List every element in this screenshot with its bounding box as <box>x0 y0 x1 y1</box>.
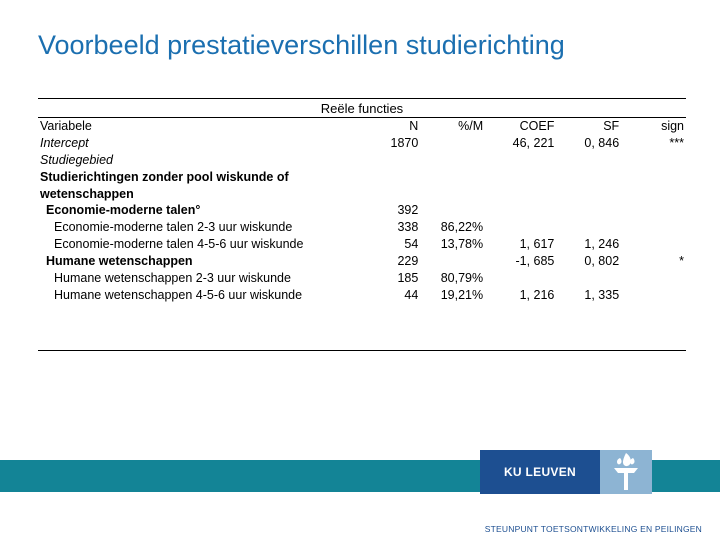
cell-m: 86,22% <box>420 219 485 236</box>
table-header-row: Variabele N %/M COEF SF sign <box>38 118 686 135</box>
torch-icon <box>600 450 652 494</box>
cell-n: 44 <box>356 287 421 304</box>
cell-m <box>420 253 485 270</box>
cell-var: Humane wetenschappen <box>38 253 356 270</box>
cell-var: Economie-moderne talen 2-3 uur wiskunde <box>38 219 356 236</box>
cell-coef <box>485 152 556 169</box>
cell-m: 80,79% <box>420 270 485 287</box>
table-row: Intercept1870 46, 2210, 846*** <box>38 135 686 152</box>
cell-n: 1870 <box>356 135 421 152</box>
ku-leuven-logo-text: KU LEUVEN <box>504 465 576 479</box>
table-row: Economie-moderne talen 2-3 uur wiskunde3… <box>38 219 686 236</box>
ku-leuven-logo: KU LEUVEN <box>480 450 600 494</box>
cell-n: 392 <box>356 202 421 219</box>
page-title: Voorbeeld prestatieverschillen studieric… <box>38 30 565 61</box>
cell-coef: 1, 617 <box>485 236 556 253</box>
table-row: Humane wetenschappen 2-3 uur wiskunde185… <box>38 270 686 287</box>
cell-coef <box>485 219 556 236</box>
cell-n: 229 <box>356 253 421 270</box>
table-row: Economie-moderne talen 4-5-6 uur wiskund… <box>38 236 686 253</box>
cell-sign <box>621 169 686 203</box>
table-subtitle: Reële functies <box>38 99 686 117</box>
col-header-variabele: Variabele <box>38 118 356 135</box>
col-header-m: %/M <box>420 118 485 135</box>
cell-n <box>356 169 421 203</box>
cell-m <box>420 135 485 152</box>
cell-sf: 0, 802 <box>556 253 621 270</box>
cell-sign <box>621 152 686 169</box>
cell-coef <box>485 169 556 203</box>
cell-m: 19,21% <box>420 287 485 304</box>
cell-var: Studiegebied <box>38 152 356 169</box>
cell-sf: 0, 846 <box>556 135 621 152</box>
table-row: Humane wetenschappen229 -1, 6850, 802* <box>38 253 686 270</box>
cell-var: Humane wetenschappen 2-3 uur wiskunde <box>38 270 356 287</box>
cell-var: Studierichtingen zonder pool wiskunde of… <box>38 169 356 203</box>
cell-n: 338 <box>356 219 421 236</box>
cell-coef <box>485 202 556 219</box>
cell-sf <box>556 202 621 219</box>
cell-n: 54 <box>356 236 421 253</box>
data-table: Reële functies Variabele N %/M COEF SF s… <box>38 98 686 304</box>
cell-var: Economie-moderne talen 4-5-6 uur wiskund… <box>38 236 356 253</box>
cell-sf <box>556 152 621 169</box>
cell-sf <box>556 169 621 203</box>
cell-var: Intercept <box>38 135 356 152</box>
table-bottom-rule <box>38 350 686 351</box>
col-header-coef: COEF <box>485 118 556 135</box>
col-header-sign: sign <box>621 118 686 135</box>
cell-m <box>420 169 485 203</box>
cell-sf: 1, 246 <box>556 236 621 253</box>
cell-sign <box>621 219 686 236</box>
table-row: Economie-moderne talen°392 <box>38 202 686 219</box>
cell-coef: 46, 221 <box>485 135 556 152</box>
cell-sign <box>621 287 686 304</box>
cell-n <box>356 152 421 169</box>
footer-text: STEUNPUNT TOETSONTWIKKELING EN PEILINGEN <box>485 524 702 534</box>
col-header-n: N <box>356 118 421 135</box>
cell-var: Economie-moderne talen° <box>38 202 356 219</box>
table-row: Studierichtingen zonder pool wiskunde of… <box>38 169 686 203</box>
cell-n: 185 <box>356 270 421 287</box>
cell-m <box>420 202 485 219</box>
cell-var: Humane wetenschappen 4-5-6 uur wiskunde <box>38 287 356 304</box>
cell-sf <box>556 219 621 236</box>
cell-sign <box>621 202 686 219</box>
cell-sign <box>621 270 686 287</box>
cell-coef: 1, 216 <box>485 287 556 304</box>
cell-sf: 1, 335 <box>556 287 621 304</box>
col-header-sf: SF <box>556 118 621 135</box>
cell-sign <box>621 236 686 253</box>
cell-sf <box>556 270 621 287</box>
table-row: Studiegebied <box>38 152 686 169</box>
cell-sign: * <box>621 253 686 270</box>
cell-m <box>420 152 485 169</box>
table-row: Humane wetenschappen 4-5-6 uur wiskunde4… <box>38 287 686 304</box>
cell-coef: -1, 685 <box>485 253 556 270</box>
cell-coef <box>485 270 556 287</box>
cell-sign: *** <box>621 135 686 152</box>
cell-m: 13,78% <box>420 236 485 253</box>
